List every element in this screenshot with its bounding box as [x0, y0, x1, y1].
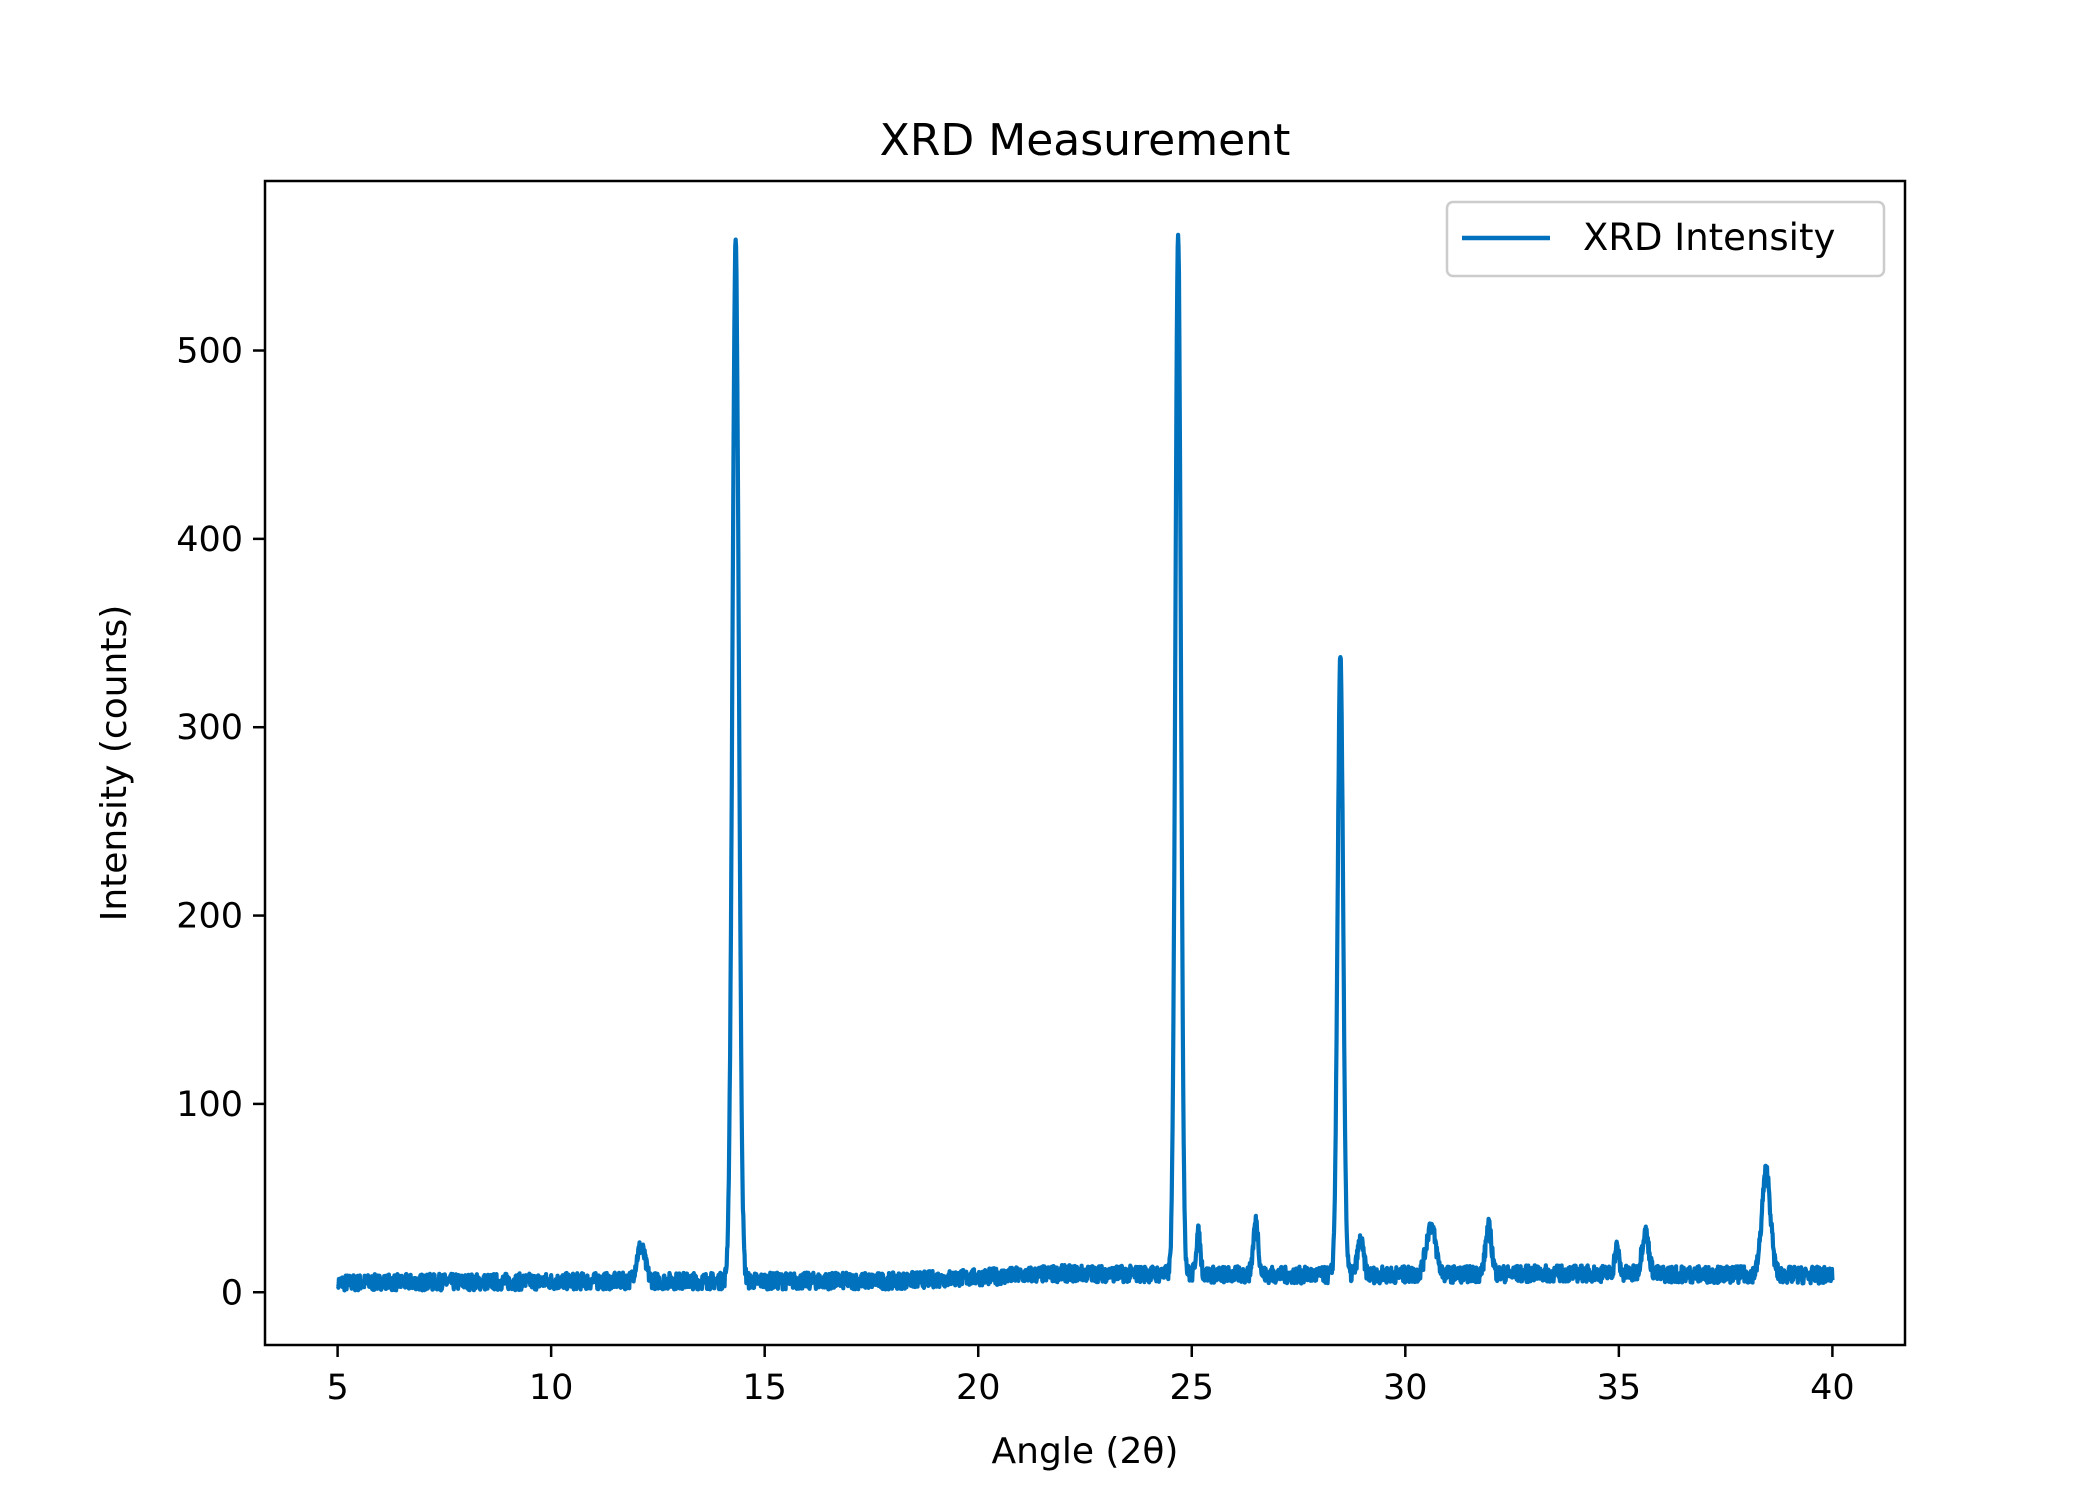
chart-title: XRD Measurement: [880, 115, 1291, 166]
legend: XRD Intensity: [1447, 202, 1884, 276]
y-tick-label: 500: [176, 332, 243, 372]
y-tick-label: 400: [176, 520, 243, 560]
x-tick-label: 35: [1597, 1368, 1642, 1408]
x-axis-label: Angle (2θ): [992, 1431, 1179, 1472]
x-tick-label: 30: [1383, 1368, 1428, 1408]
x-tick-label: 25: [1169, 1368, 1214, 1408]
x-tick-label: 5: [326, 1368, 348, 1408]
y-axis-label: Intensity (counts): [94, 605, 135, 922]
x-tick-label: 15: [742, 1368, 787, 1408]
legend-label-xrd-intensity: XRD Intensity: [1583, 216, 1835, 259]
x-tick-label: 20: [956, 1368, 1001, 1408]
y-tick-label: 100: [176, 1085, 243, 1125]
y-tick-label: 0: [221, 1273, 243, 1313]
x-tick-label: 10: [529, 1368, 574, 1408]
y-tick-label: 300: [176, 708, 243, 748]
y-tick-label: 200: [176, 897, 243, 937]
x-tick-label: 40: [1810, 1368, 1855, 1408]
